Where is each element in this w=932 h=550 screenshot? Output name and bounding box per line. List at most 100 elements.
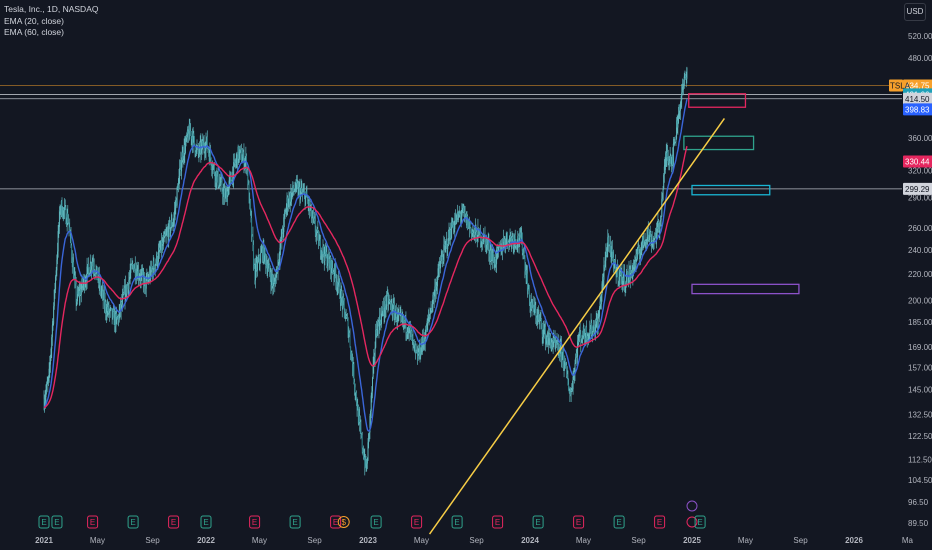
candle-body: [486, 239, 488, 245]
candle-body: [359, 422, 361, 428]
candle-body: [436, 277, 438, 287]
candle-body: [127, 284, 129, 290]
time-tick-label: 2022: [197, 536, 215, 545]
drawn-box[interactable]: [691, 184, 771, 196]
price-tag-label: 398.83: [905, 105, 930, 114]
candle-body: [153, 261, 155, 269]
drawn-box[interactable]: [688, 93, 747, 108]
earnings-marker[interactable]: [573, 515, 585, 529]
candle-body: [337, 278, 339, 285]
candle-body: [451, 222, 453, 228]
candle-body: [376, 333, 378, 336]
candle-body: [154, 264, 156, 271]
earnings-marker[interactable]: [411, 515, 423, 529]
candle-body: [107, 304, 109, 312]
candle-body: [372, 377, 373, 392]
earnings-marker[interactable]: [654, 515, 666, 529]
event-marker-label: E: [373, 518, 378, 527]
candle-body: [521, 232, 523, 241]
earnings-marker[interactable]: [613, 515, 625, 529]
candle-body: [298, 186, 300, 188]
candle-body: [673, 142, 675, 144]
candle-body: [534, 305, 536, 310]
earnings-marker[interactable]: [87, 515, 99, 529]
candle-body: [125, 284, 127, 294]
time-axis[interactable]: 2021 May Sep 2022 May Sep 2023 May Sep 2024 May Sep…: [35, 536, 913, 545]
candle-body: [307, 200, 309, 207]
candle-body: [319, 239, 321, 241]
earnings-marker[interactable]: [200, 515, 212, 529]
trendline-line[interactable]: [428, 118, 726, 535]
candle-body: [166, 232, 168, 234]
candle-body: [240, 149, 242, 151]
time-tick-label: May: [576, 536, 591, 545]
candle-body: [339, 282, 341, 299]
earnings-marker[interactable]: [289, 515, 301, 529]
earnings-marker[interactable]: [51, 515, 63, 529]
earnings-marker[interactable]: [168, 515, 180, 529]
candle-body: [167, 231, 169, 241]
candle-body: [588, 333, 590, 335]
earnings-marker[interactable]: [370, 515, 382, 529]
ema20-line[interactable]: [43, 99, 688, 432]
drawn-box[interactable]: [683, 135, 755, 151]
candle-body: [299, 186, 301, 200]
candle-body: [434, 286, 436, 293]
legend-ema20[interactable]: EMA (20, close): [4, 15, 64, 26]
earnings-marker[interactable]: [492, 515, 504, 529]
candle-body: [499, 247, 501, 250]
event-markers[interactable]: E E E E E E E E E $ E E E E E E E E E: [38, 500, 706, 529]
earnings-marker[interactable]: [694, 515, 706, 529]
currency-button[interactable]: USD: [904, 3, 926, 21]
candle-body: [599, 301, 601, 309]
candle-body: [283, 217, 285, 233]
price-axis[interactable]: 520.00 480.00 360.00 320.00 290.00 260.00 240.…: [908, 32, 932, 528]
candle-body: [386, 294, 388, 307]
candle-body: [583, 326, 585, 336]
candle-body: [566, 365, 568, 375]
candle-body: [242, 156, 244, 161]
candle-body: [230, 175, 232, 181]
candle-body: [654, 233, 656, 238]
drawn-box[interactable]: [691, 283, 800, 295]
candle-body: [294, 190, 296, 192]
trendline[interactable]: [428, 118, 726, 535]
time-tick-label: 2023: [359, 536, 377, 545]
candle-body: [553, 337, 555, 342]
candle-body: [48, 376, 49, 381]
candle-body: [253, 264, 255, 267]
candle-body: [47, 380, 49, 384]
dividend-marker[interactable]: [337, 516, 350, 528]
candle-body: [355, 392, 357, 394]
candle-body: [663, 174, 665, 189]
earnings-marker[interactable]: [127, 515, 139, 529]
candle-body: [91, 266, 93, 270]
candle-body: [681, 85, 683, 93]
candle-body: [562, 351, 564, 353]
candle-body: [459, 213, 461, 215]
earnings-marker[interactable]: [532, 515, 544, 529]
candle-body: [173, 217, 175, 223]
candle-body: [429, 314, 431, 316]
legend-ema60[interactable]: EMA (60, close): [4, 27, 64, 37]
candle-body: [280, 238, 282, 240]
split-marker[interactable]: [686, 500, 698, 512]
candle-body: [55, 270, 57, 277]
candle-body: [73, 262, 75, 279]
candle-body: [533, 306, 535, 314]
ema60-line[interactable]: [43, 146, 688, 409]
candle-body: [45, 390, 47, 397]
earnings-marker[interactable]: [451, 515, 463, 529]
dividend-marker[interactable]: [686, 516, 698, 528]
earnings-marker[interactable]: [330, 515, 342, 529]
time-tick-label: 2026: [845, 536, 863, 545]
candle-body: [201, 140, 203, 145]
earnings-marker[interactable]: [38, 515, 50, 529]
earnings-marker[interactable]: [249, 515, 261, 529]
legend-symbol[interactable]: Tesla, Inc., 1D, NASDAQ: [4, 4, 99, 14]
candle-body: [609, 244, 611, 245]
candle-body: [58, 210, 60, 227]
candle-body: [519, 232, 521, 235]
candle-body: [562, 351, 564, 365]
